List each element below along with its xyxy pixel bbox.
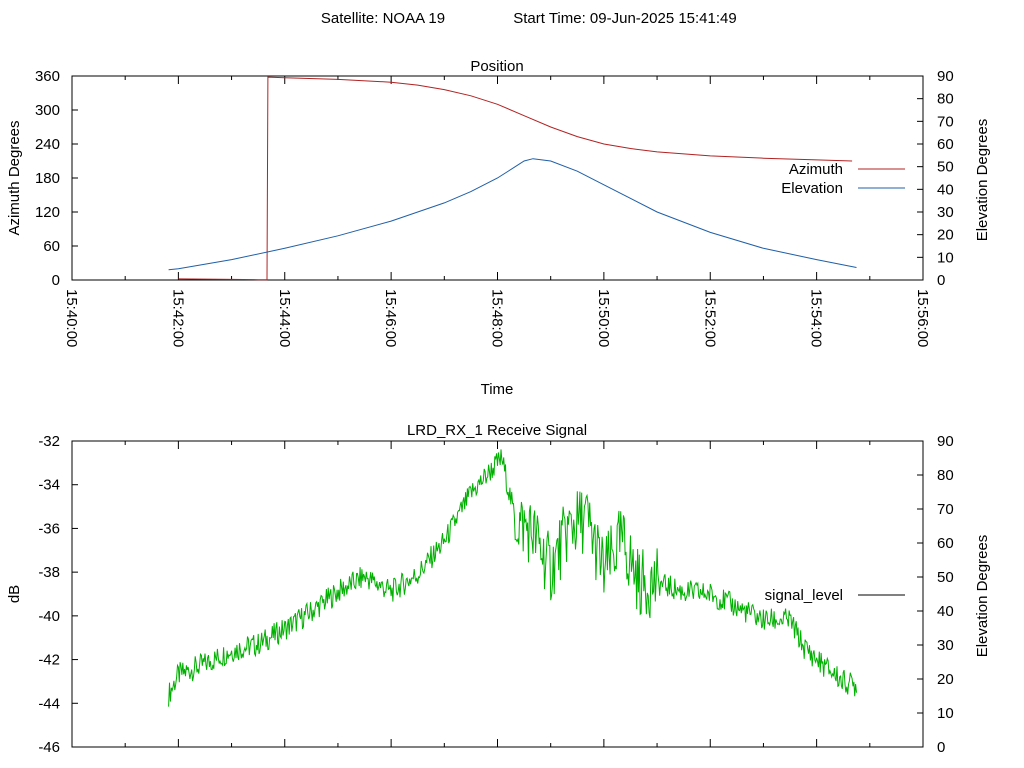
signal-axes-ticks: -46 -44 -42 -40 -38 -36 -34 -32 0 10 20 30 40 50 60 70 8… (38, 433, 953, 756)
y2-tick-label: 60 (937, 136, 954, 153)
y2-tick-label: 0 (937, 739, 945, 756)
y2-tick-label: 70 (937, 501, 954, 518)
position-plot: Position Time Azimuth Degrees Elevation … (6, 58, 991, 398)
y2-tick-label: 80 (937, 91, 954, 108)
position-legend: Azimuth Elevation (781, 161, 905, 197)
y2-tick-label: 30 (937, 204, 954, 221)
y2-tick-label: 40 (937, 603, 954, 620)
y-tick-label: -46 (38, 739, 60, 756)
x-tick-label: 15:54:00 (808, 289, 825, 347)
x-tick-label: 15:44:00 (276, 289, 293, 347)
y2-tick-label: 90 (937, 433, 954, 450)
elevation-line (168, 158, 857, 271)
signal-plot-title: LRD_RX_1 Receive Signal (407, 422, 587, 439)
y-tick-label: -38 (38, 564, 60, 581)
y2-tick-label: 20 (937, 227, 954, 244)
y2-tick-label: 70 (937, 113, 954, 130)
y-tick-label: -32 (38, 433, 60, 450)
y-tick-label: 180 (35, 170, 60, 187)
y-tick-label: 60 (43, 238, 60, 255)
x-tick-label: 15:52:00 (701, 289, 718, 347)
y-tick-label: 120 (35, 204, 60, 221)
legend-signal-level-label: signal_level (765, 587, 843, 604)
x-tick-label: 15:40:00 (63, 289, 80, 347)
position-y2-axis-label: Elevation Degrees (974, 119, 991, 242)
y-tick-label: -42 (38, 652, 60, 669)
signal-level-line (168, 449, 857, 707)
position-axes-ticks: 0 60 120 180 240 300 360 0 10 20 30 40 50 60 70 80 90 15:… (35, 68, 954, 347)
y-tick-label: 300 (35, 102, 60, 119)
y2-tick-label: 50 (937, 159, 954, 176)
y2-tick-label: 30 (937, 637, 954, 654)
y-tick-label: -34 (38, 477, 60, 494)
y2-tick-label: 40 (937, 181, 954, 198)
satellite-label: Satellite: NOAA 19 (321, 10, 445, 27)
y2-tick-label: 10 (937, 249, 954, 266)
x-tick-label: 15:46:00 (382, 289, 399, 347)
x-tick-label: 15:48:00 (489, 289, 506, 347)
position-x-axis-label: Time (481, 381, 514, 398)
y2-tick-label: 0 (937, 272, 945, 289)
signal-y2-axis-label: Elevation Degrees (974, 535, 991, 658)
position-series-lines (168, 76, 857, 281)
signal-y-axis-label: dB (6, 585, 23, 603)
y-tick-label: -40 (38, 608, 60, 625)
y2-tick-label: 20 (937, 671, 954, 688)
y2-tick-label: 50 (937, 569, 954, 586)
y-tick-label: -36 (38, 520, 60, 537)
y2-tick-label: 10 (937, 705, 954, 722)
y-tick-label: 240 (35, 136, 60, 153)
y2-tick-label: 60 (937, 535, 954, 552)
y-tick-label: 360 (35, 68, 60, 85)
signal-plot: LRD_RX_1 Receive Signal dB Elevation Deg… (6, 422, 991, 756)
legend-azimuth-label: Azimuth (789, 161, 843, 178)
legend-elevation-label: Elevation (781, 180, 843, 197)
signal-series-lines (168, 449, 857, 707)
y2-tick-label: 90 (937, 68, 954, 85)
x-tick-label: 15:50:00 (595, 289, 612, 347)
signal-legend: signal_level (765, 587, 905, 604)
start-time-label: Start Time: 09-Jun-2025 15:41:49 (513, 10, 736, 27)
position-plot-title: Position (470, 58, 523, 75)
y-tick-label: 0 (52, 272, 60, 289)
y2-tick-label: 80 (937, 467, 954, 484)
y-tick-label: -44 (38, 695, 60, 712)
x-tick-label: 15:56:00 (914, 289, 931, 347)
azimuth-line (178, 76, 853, 281)
x-tick-label: 15:42:00 (169, 289, 186, 347)
position-y-axis-label: Azimuth Degrees (6, 120, 23, 235)
